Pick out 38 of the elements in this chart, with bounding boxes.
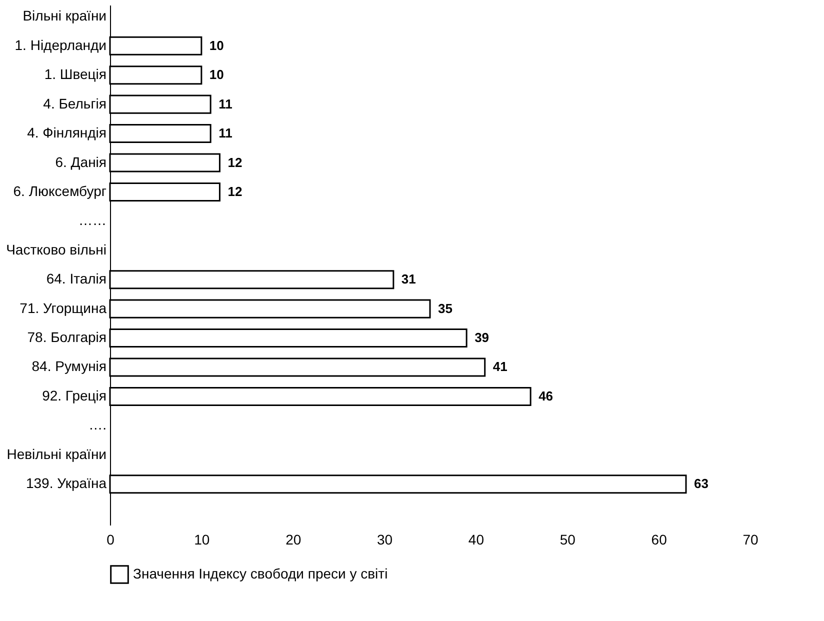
y-tick-label: 6. Данія <box>55 154 106 170</box>
y-tick-label: 92. Греція <box>42 387 106 404</box>
y-tick-label: 64. Італія <box>46 270 106 287</box>
legend-label: Значення Індексу свободи преси у світі <box>133 566 388 582</box>
data-label: 35 <box>438 300 452 316</box>
y-tick-label: 1. Швеція <box>44 66 106 82</box>
data-label: 10 <box>209 67 224 82</box>
y-tick-label: 4. Фінляндія <box>27 124 106 141</box>
y-tick-label: 78. Болгарія <box>27 329 106 346</box>
y-tick-label: 6. Люксембург <box>13 182 106 199</box>
x-tick-label: 60 <box>651 532 668 548</box>
x-tick-label: 20 <box>286 532 302 548</box>
data-label: 63 <box>694 476 708 492</box>
x-tick-label: 30 <box>376 532 393 548</box>
data-label: 10 <box>209 38 224 53</box>
data-label: 12 <box>228 154 242 170</box>
data-label: 11 <box>218 96 232 112</box>
data-label: 46 <box>538 388 554 404</box>
x-tick-label: 70 <box>742 532 758 548</box>
y-tick-label: Частково вільні <box>6 241 106 258</box>
data-label: 39 <box>474 330 490 346</box>
y-tick-label: …. <box>88 416 106 433</box>
y-tick-label: 4. Бельгія <box>43 95 106 112</box>
x-tick-label: 40 <box>468 532 484 548</box>
y-tick-label: 1. Нідерланди <box>14 36 106 53</box>
x-tick-label: 50 <box>560 532 576 548</box>
data-label: 31 <box>401 272 416 287</box>
y-tick-label: Невільні країни <box>6 446 106 462</box>
y-tick-label: …… <box>78 212 106 228</box>
y-tick-label: Вільні країни <box>22 8 106 24</box>
x-tick-label: 0 <box>106 532 115 548</box>
y-tick-label: 71. Угорщина <box>20 300 107 316</box>
y-tick-label: 84. Румунія <box>32 358 106 374</box>
x-tick-label: 10 <box>194 532 210 548</box>
y-tick-label: 139. Україна <box>26 475 107 492</box>
data-label: 12 <box>228 184 242 199</box>
data-label: 41 <box>492 359 508 374</box>
data-label: 11 <box>218 126 232 141</box>
